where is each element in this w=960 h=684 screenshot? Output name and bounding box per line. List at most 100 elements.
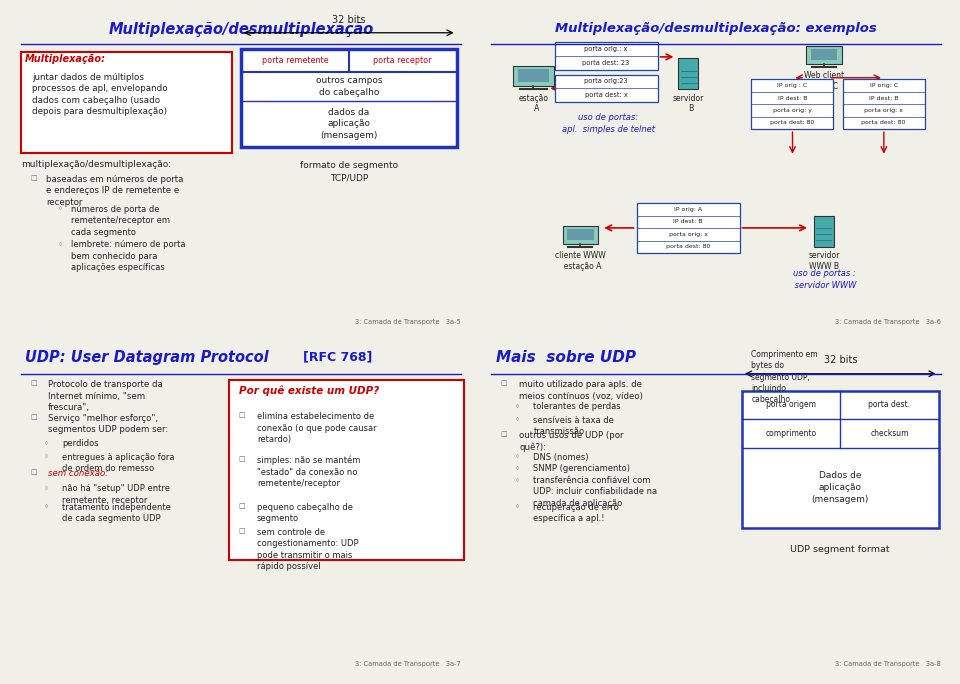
FancyBboxPatch shape — [229, 380, 464, 560]
Text: SNMP (gerenciamento): SNMP (gerenciamento) — [534, 464, 631, 473]
Text: 32 bits: 32 bits — [332, 15, 366, 25]
FancyBboxPatch shape — [636, 203, 739, 253]
Text: números de porta de
remetente/receptor em
cada segmento: números de porta de remetente/receptor e… — [71, 205, 170, 237]
Text: formato de segmento
TCP/UDP: formato de segmento TCP/UDP — [300, 161, 397, 182]
Text: □: □ — [239, 528, 246, 534]
Text: IP dest: B: IP dest: B — [673, 220, 703, 224]
FancyBboxPatch shape — [567, 229, 593, 240]
Text: multiplexação/desmultiplexação:: multiplexação/desmultiplexação: — [21, 160, 171, 169]
FancyBboxPatch shape — [806, 47, 842, 64]
Text: estação
   A: estação A — [518, 94, 548, 114]
Text: cliente WWW
  estação A: cliente WWW estação A — [555, 252, 606, 271]
Text: ◦: ◦ — [58, 205, 62, 214]
FancyBboxPatch shape — [518, 69, 548, 82]
Text: porta dest: 80: porta dest: 80 — [770, 120, 814, 125]
Text: IP orig: C: IP orig: C — [870, 83, 898, 88]
Text: ◦: ◦ — [515, 453, 519, 462]
FancyBboxPatch shape — [752, 79, 833, 129]
Text: UDP segment format: UDP segment format — [790, 544, 890, 554]
Text: porta orig.: x: porta orig.: x — [585, 47, 628, 52]
Text: □: □ — [30, 380, 36, 386]
Text: pequeno cabeçalho de
segmento: pequeno cabeçalho de segmento — [257, 503, 353, 523]
Text: porta dest: x: porta dest: x — [585, 92, 628, 98]
Text: [RFC 768]: [RFC 768] — [303, 350, 372, 363]
Text: IP orig : C: IP orig : C — [778, 83, 807, 88]
Text: 3: Camada de Transporte   3a-5: 3: Camada de Transporte 3a-5 — [355, 319, 461, 326]
Text: porta orig: x: porta orig: x — [668, 232, 708, 237]
Text: ◦: ◦ — [58, 240, 62, 249]
Text: tratamento independente
de cada segmento UDP: tratamento independente de cada segmento… — [62, 503, 171, 523]
FancyBboxPatch shape — [563, 226, 598, 244]
Text: ◦: ◦ — [515, 416, 519, 425]
Text: ◦: ◦ — [43, 439, 49, 448]
Text: □: □ — [239, 412, 246, 419]
Text: perdidos: perdidos — [62, 439, 99, 448]
Text: outros campos
do cabeçalho: outros campos do cabeçalho — [316, 76, 382, 97]
Text: simples: não se mantém
"estado" da conexão no
remetente/receptor: simples: não se mantém "estado" da conex… — [257, 456, 360, 488]
Text: porta origem: porta origem — [766, 400, 816, 409]
FancyBboxPatch shape — [514, 66, 554, 86]
Text: porta orig: x: porta orig: x — [864, 108, 903, 113]
FancyBboxPatch shape — [555, 42, 658, 70]
Text: lembrete: número de porta
bem conhecido para
aplicações específicas: lembrete: número de porta bem conhecido … — [71, 240, 185, 272]
FancyBboxPatch shape — [241, 49, 457, 147]
Text: IP dest: B: IP dest: B — [869, 96, 899, 101]
Text: Comprimento em
bytes do
segmento UDP,
incluindo
cabeçalho: Comprimento em bytes do segmento UDP, in… — [752, 350, 818, 404]
Text: checksum: checksum — [871, 429, 909, 438]
Text: outros usos de UDP (por
quê?):: outros usos de UDP (por quê?): — [519, 431, 624, 452]
Text: Mais  sobre UDP: Mais sobre UDP — [496, 350, 636, 365]
Text: Serviço "melhor esforço",
segmentos UDP podem ser:: Serviço "melhor esforço", segmentos UDP … — [48, 414, 169, 434]
Text: Dados de
aplicação
(mensagem): Dados de aplicação (mensagem) — [811, 471, 869, 504]
Text: porta dest.: porta dest. — [869, 400, 910, 409]
Text: IP orig: A: IP orig: A — [674, 207, 702, 212]
FancyBboxPatch shape — [810, 49, 837, 60]
Text: Multiplexação/desmultiplexação: exemplos: Multiplexação/desmultiplexação: exemplos — [555, 21, 877, 34]
Text: servidor
WWW B: servidor WWW B — [808, 252, 840, 271]
Text: baseadas em números de porta
e endereços IP de remetente e
receptor: baseadas em números de porta e endereços… — [46, 175, 183, 207]
Text: transferência confiável com
UDP: incluir confiabilidade na
camada de aplicação: transferência confiável com UDP: incluir… — [534, 476, 658, 508]
Text: UDP: User Datagram Protocol: UDP: User Datagram Protocol — [25, 350, 269, 365]
Text: 3: Camada de Transporte   3a-7: 3: Camada de Transporte 3a-7 — [355, 661, 461, 667]
Text: Por quê existe um UDP?: Por quê existe um UDP? — [239, 386, 379, 396]
Text: □: □ — [501, 431, 507, 437]
Text: porta dest: 23: porta dest: 23 — [583, 60, 630, 66]
Text: 3: Camada de Transporte   3a-8: 3: Camada de Transporte 3a-8 — [835, 661, 941, 667]
FancyBboxPatch shape — [814, 216, 833, 246]
FancyBboxPatch shape — [742, 391, 939, 528]
Text: ◦: ◦ — [43, 503, 49, 512]
Text: □: □ — [30, 175, 36, 181]
Text: 32 bits: 32 bits — [824, 356, 857, 365]
FancyBboxPatch shape — [679, 59, 698, 89]
Text: não há "setup" UDP entre
remetente, receptor: não há "setup" UDP entre remetente, rece… — [62, 484, 170, 505]
Text: sem conexão:: sem conexão: — [48, 469, 108, 478]
Text: ◦: ◦ — [515, 464, 519, 473]
Text: porta remetente: porta remetente — [261, 56, 328, 65]
Text: Multiplexação:: Multiplexação: — [25, 53, 107, 64]
Text: porta orig: y: porta orig: y — [773, 108, 812, 113]
Text: entregues à aplicação fora
de ordem do remesso: entregues à aplicação fora de ordem do r… — [62, 453, 175, 473]
Text: Multiplexação/desmultiplexação: Multiplexação/desmultiplexação — [108, 21, 373, 36]
FancyBboxPatch shape — [21, 52, 231, 153]
Text: dados da
aplicação
(mensagem): dados da aplicação (mensagem) — [320, 107, 377, 140]
Text: recuperação de erro
específica a apl.!: recuperação de erro específica a apl.! — [534, 503, 619, 523]
Text: ◦: ◦ — [515, 503, 519, 512]
Text: □: □ — [501, 380, 507, 386]
Text: ◦: ◦ — [43, 484, 49, 493]
Text: servidor
   B: servidor B — [672, 94, 704, 114]
Text: elimina estabelecimento de
conexão (o que pode causar
retardo): elimina estabelecimento de conexão (o qu… — [257, 412, 376, 444]
Text: sensíveis à taxa de
transmissão: sensíveis à taxa de transmissão — [534, 416, 614, 436]
Text: comprimento: comprimento — [765, 429, 817, 438]
Text: ◦: ◦ — [515, 476, 519, 485]
Text: □: □ — [239, 503, 246, 509]
Text: Web client
  host C: Web client host C — [804, 71, 844, 91]
Text: uso de portas :
 servidor WWW: uso de portas : servidor WWW — [792, 269, 856, 289]
Text: 3: Camada de Transporte   3a-6: 3: Camada de Transporte 3a-6 — [835, 319, 941, 326]
Text: Protocolo de transporte da
Internet mínimo, "sem
frescura",: Protocolo de transporte da Internet míni… — [48, 380, 163, 412]
Text: porta orig:23: porta orig:23 — [585, 79, 628, 84]
Text: uso de portas:
apl.  simples de telnet: uso de portas: apl. simples de telnet — [562, 113, 655, 133]
Text: porta receptor: porta receptor — [373, 56, 432, 65]
Text: □: □ — [30, 469, 36, 475]
FancyBboxPatch shape — [843, 79, 924, 129]
Text: sem controle de
congestionamento: UDP
pode transmitir o mais
rápido possível: sem controle de congestionamento: UDP po… — [257, 528, 359, 571]
Text: DNS (nomes): DNS (nomes) — [534, 453, 588, 462]
